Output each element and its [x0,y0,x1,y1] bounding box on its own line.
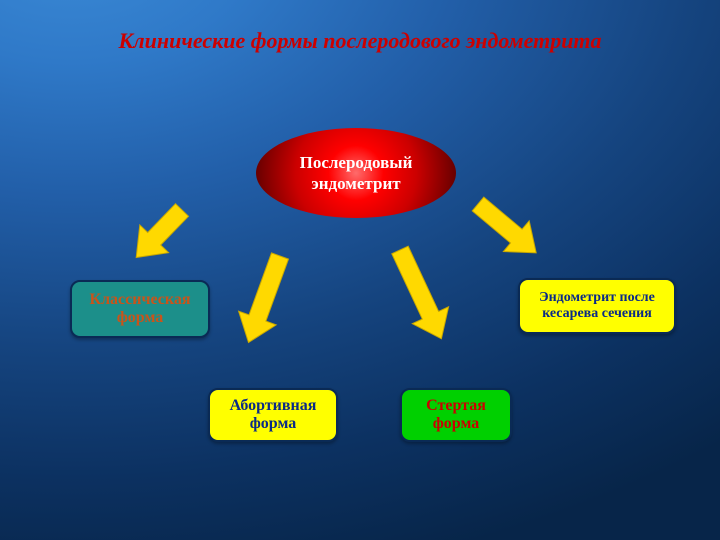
leaf-abortive-line2: форма [250,415,297,433]
leaf-erased-line1: Стертая [426,397,486,415]
leaf-classic-line2: форма [117,309,164,327]
leaf-cesarean: Эндометрит после кесарева сечения [518,278,676,334]
center-node: Послеродовый эндометрит [256,128,456,218]
leaf-erased: Стертая форма [400,388,512,442]
leaf-erased-line2: форма [433,415,480,433]
arrow-to-cesarean [0,0,720,540]
slide: Клинические формы послеродового эндометр… [0,0,720,540]
leaf-abortive-line1: Абортивная [230,397,317,415]
leaf-cesarean-line2: кесарева сечения [542,306,652,322]
leaf-classic-line1: Классическая [89,291,190,309]
leaf-abortive: Абортивная форма [208,388,338,442]
arrow-to-classic [0,0,720,540]
arrow-to-abortive [0,0,720,540]
arrow-to-erased [0,0,720,540]
center-line1: Послеродовый [300,152,413,173]
slide-title: Клинические формы послеродового эндометр… [0,28,720,54]
leaf-classic: Классическая форма [70,280,210,338]
leaf-cesarean-line1: Эндометрит после [539,290,655,306]
center-line2: эндометрит [311,173,400,194]
